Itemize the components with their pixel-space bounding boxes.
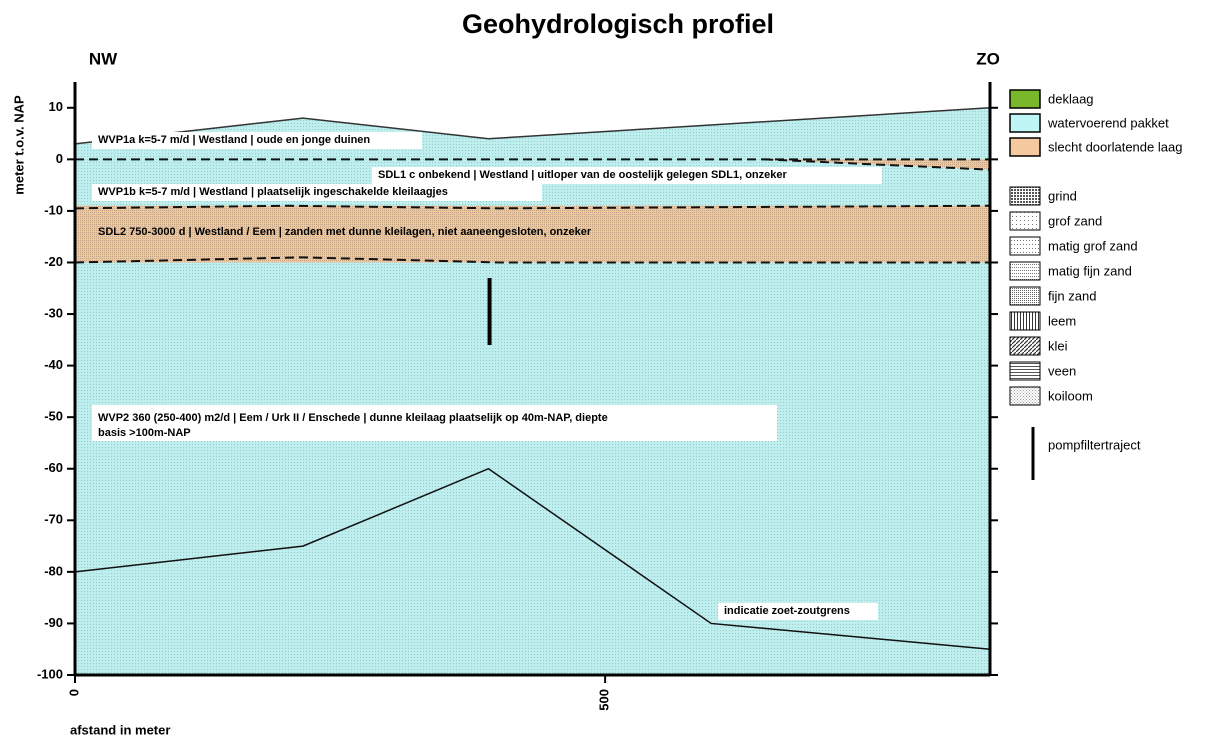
y-tick-label: -40: [44, 357, 63, 372]
y-tick-label: 10: [49, 99, 63, 114]
annotation: WVP1a k=5-7 m/d | Westland | oude en jon…: [98, 134, 370, 146]
y-tick-label: -90: [44, 615, 63, 630]
lithology-swatch: [1010, 287, 1040, 305]
lithology-swatch: [1010, 362, 1040, 380]
lithology-swatch: [1010, 337, 1040, 355]
y-tick-label: 0: [56, 151, 63, 166]
annotation: SDL2 750-3000 d | Westland / Eem | zande…: [98, 226, 592, 238]
right-label: ZO: [976, 49, 1000, 68]
x-axis-label: afstand in meter: [70, 722, 170, 737]
y-tick-label: -70: [44, 512, 63, 527]
y-tick-label: -30: [44, 305, 63, 320]
annotation: SDL1 c onbekend | Westland | uitloper va…: [378, 169, 787, 181]
lithology-label: grind: [1048, 188, 1077, 203]
chart-title: Geohydrologisch profiel: [462, 9, 774, 39]
lithology-label: koiloom: [1048, 388, 1093, 403]
x-tick-label: 500: [597, 689, 612, 711]
lithology-label: matig grof zand: [1048, 238, 1138, 253]
annotation: indicatie zoet-zoutgrens: [724, 605, 850, 617]
lithology-label: matig fijn zand: [1048, 263, 1132, 278]
lithology-label: fijn zand: [1048, 288, 1096, 303]
legend-swatch: [1010, 90, 1040, 108]
legend-label: slecht doorlatende laag: [1048, 139, 1182, 154]
lithology-swatch: [1010, 187, 1040, 205]
legend-swatch: [1010, 138, 1040, 156]
filter-legend-label: pompfiltertraject: [1048, 437, 1141, 452]
y-tick-label: -20: [44, 254, 63, 269]
lithology-label: grof zand: [1048, 213, 1102, 228]
y-tick-label: -50: [44, 409, 63, 424]
chart: Geohydrologisch profiel NW ZO meter t.o.…: [0, 0, 1228, 740]
y-tick-label: -10: [44, 202, 63, 217]
lithology-swatch: [1010, 387, 1040, 405]
lithology-swatch: [1010, 237, 1040, 255]
y-tick-label: -100: [37, 666, 63, 681]
lithology-swatch: [1010, 212, 1040, 230]
y-axis-label: meter t.o.v. NAP: [11, 95, 26, 195]
lithology-swatch: [1010, 312, 1040, 330]
y-tick-label: -60: [44, 460, 63, 475]
lithology-label: leem: [1048, 313, 1076, 328]
annotation: basis >100m-NAP: [98, 427, 191, 439]
lithology-label: veen: [1048, 363, 1076, 378]
left-label: NW: [89, 49, 118, 68]
annotation: WVP1b k=5-7 m/d | Westland | plaatselijk…: [98, 186, 448, 198]
legend-label: deklaag: [1048, 91, 1094, 106]
x-tick-label: 0: [66, 689, 81, 696]
lithology-label: klei: [1048, 338, 1068, 353]
lithology-swatch: [1010, 262, 1040, 280]
legend-swatch: [1010, 114, 1040, 132]
annotation: WVP2 360 (250-400) m2/d | Eem / Urk II /…: [98, 412, 608, 424]
legend-label: watervoerend pakket: [1047, 115, 1169, 130]
y-tick-label: -80: [44, 563, 63, 578]
